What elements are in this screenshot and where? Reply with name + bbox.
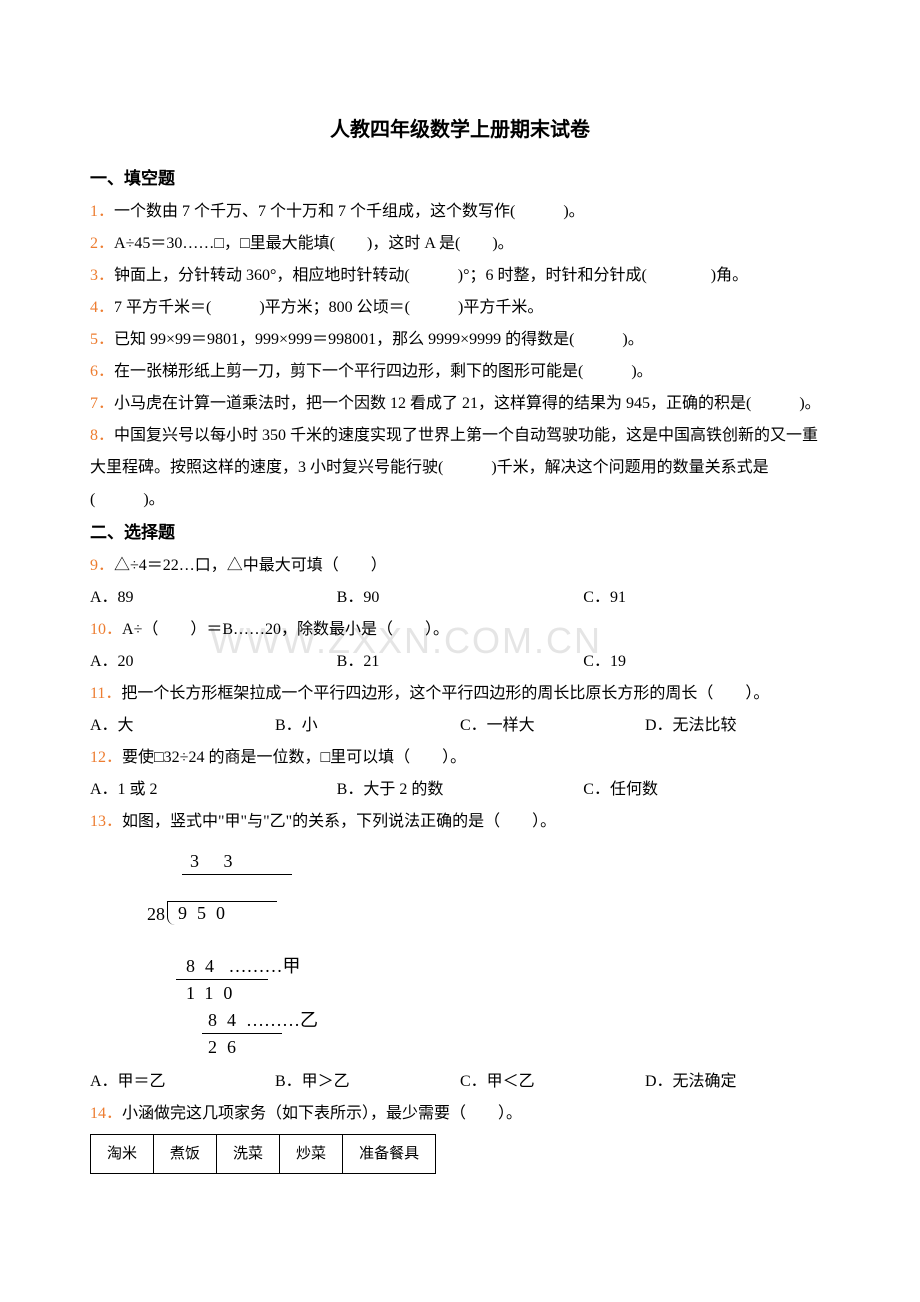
q14-text: 小涵做完这几项家务（如下表所示），最少需要（ ）。 [122,1105,522,1122]
q6-number: 6． [90,363,114,380]
q12-text: 要使□32÷24 的商是一位数，□里可以填（ ）。 [122,749,466,766]
q14-number: 14． [90,1105,122,1122]
question-11: 11．把一个长方形框架拉成一个平行四边形，这个平行四边形的周长比原长方形的周长（… [90,678,830,710]
div-divisor: 28 [147,904,165,924]
q9-text: △÷4＝22…口，△中最大可填（ ） [114,557,387,574]
div-dividend: 950 [178,900,235,926]
q10-option-a: A．20 [90,646,337,678]
q10-option-c: C．19 [583,646,830,678]
q7-text: 小马虎在计算一道乘法时，把一个因数 12 看成了 21，这样算得的结果为 945… [114,395,821,412]
q13-option-a: A．甲＝乙 [90,1066,275,1098]
table-row: 淘米 煮饭 洗菜 炒菜 准备餐具 [91,1134,436,1173]
q9-option-a: A．89 [90,582,337,614]
q12-options: A．1 或 2 B．大于 2 的数 C．任何数 [90,774,830,806]
div-mid: 110 [186,983,242,1003]
q11-text: 把一个长方形框架拉成一个平行四边形，这个平行四边形的周长比原长方形的周长（ ）。 [121,685,769,702]
div-bracket: 950 [167,901,277,925]
question-7: 7．小马虎在计算一道乘法时，把一个因数 12 看成了 21，这样算得的结果为 9… [90,388,830,420]
question-8: 8．中国复兴号以每小时 350 千米的速度实现了世界上第一个自动驾驶功能，这是中… [90,420,830,516]
q11-option-c: C．一样大 [460,710,645,742]
q1-number: 1． [90,203,114,220]
q13-options: A．甲＝乙 B．甲＞乙 C．甲＜乙 D．无法确定 [90,1066,830,1098]
q12-number: 12． [90,749,122,766]
q9-options: A．89 B．90 C．91 [90,582,830,614]
q7-number: 7． [90,395,114,412]
question-9: 9．△÷4＝22…口，△中最大可填（ ） [90,550,830,582]
q8-number: 8． [90,427,114,444]
div-dots2: ……… [246,1010,300,1030]
q8-text: 中国复兴号以每小时 350 千米的速度实现了世界上第一个自动驾驶功能，这是中国高… [90,427,818,508]
question-1: 1．一个数由 7 个千万、7 个十万和 7 个千组成，这个数写作( )。 [90,196,830,228]
question-3: 3．钟面上，分针转动 360°，相应地时针转动( )°；6 时整，时针和分针成(… [90,260,830,292]
q4-number: 4． [90,299,114,316]
q11-number: 11． [90,685,121,702]
q13-number: 13． [90,813,122,830]
q11-option-a: A．大 [90,710,275,742]
q10-options: A．20 B．21 C．19 [90,646,830,678]
q11-options: A．大 B．小 C．一样大 D．无法比较 [90,710,830,742]
q2-number: 2． [90,235,114,252]
div-sub1: 84 [186,956,224,976]
q13-option-b: B．甲＞乙 [275,1066,460,1098]
q3-text: 钟面上，分针转动 360°，相应地时针转动( )°；6 时整，时针和分针成( )… [114,267,748,284]
table-cell-1: 淘米 [91,1134,154,1173]
div-dots1: ……… [224,956,283,976]
q6-text: 在一张梯形纸上剪一刀，剪下一个平行四边形，剩下的图形可能是( )。 [114,363,653,380]
question-12: 12．要使□32÷24 的商是一位数，□里可以填（ ）。 [90,742,830,774]
div-sub2: 84 [208,1010,246,1030]
q11-option-b: B．小 [275,710,460,742]
q10-text: A÷（ ）＝B……20，除数最小是（ ）。 [122,621,449,638]
q1-text: 一个数由 7 个千万、7 个十万和 7 个千组成，这个数写作( )。 [114,203,585,220]
table-cell-2: 煮饭 [154,1134,217,1173]
q10-number: 10． [90,621,122,638]
question-4: 4．7 平方千米＝( )平方米；800 公顷＝( )平方千米。 [90,292,830,324]
document-title: 人教四年级数学上册期末试卷 [90,110,830,150]
q2-text: A÷45＝30……□，□里最大能填( )，这时 A 是( )。 [114,235,514,252]
document-content: 人教四年级数学上册期末试卷 一、填空题 1．一个数由 7 个千万、7 个十万和 … [90,110,830,1174]
question-2: 2．A÷45＝30……□，□里最大能填( )，这时 A 是( )。 [90,228,830,260]
q5-text: 已知 99×99＝9801，999×999＝998001，那么 9999×999… [114,331,644,348]
q9-option-c: C．91 [583,582,830,614]
q9-option-b: B．90 [337,582,584,614]
question-10: 10．A÷（ ）＝B……20，除数最小是（ ）。 [90,614,830,646]
q12-option-b: B．大于 2 的数 [337,774,584,806]
q4-text: 7 平方千米＝( )平方米；800 公顷＝( )平方千米。 [114,299,543,316]
table-cell-5: 准备餐具 [343,1134,436,1173]
q12-option-c: C．任何数 [583,774,830,806]
q13-option-c: C．甲＜乙 [460,1066,645,1098]
question-14: 14．小涵做完这几项家务（如下表所示），最少需要（ ）。 [90,1098,830,1130]
q10-option-b: B．21 [337,646,584,678]
q13-option-d: D．无法确定 [645,1066,830,1098]
table-cell-4: 炒菜 [280,1134,343,1173]
long-division-figure: 3 3 28950 84 ………甲 110 84………乙 26 [120,848,830,1060]
table-cell-3: 洗菜 [217,1134,280,1173]
section-2-header: 二、选择题 [90,516,830,550]
section-1-header: 一、填空题 [90,162,830,196]
div-label-jia: 甲 [283,956,301,976]
question-6: 6．在一张梯形纸上剪一刀，剪下一个平行四边形，剩下的图形可能是( )。 [90,356,830,388]
div-remainder: 26 [208,1037,246,1057]
q11-option-d: D．无法比较 [645,710,830,742]
div-label-yi: 乙 [300,1010,318,1030]
q5-number: 5． [90,331,114,348]
q13-text: 如图，竖式中"甲"与"乙"的关系，下列说法正确的是（ ）。 [122,813,556,830]
q9-number: 9． [90,557,114,574]
question-5: 5．已知 99×99＝9801，999×999＝998001，那么 9999×9… [90,324,830,356]
q3-number: 3． [90,267,114,284]
chores-table: 淘米 煮饭 洗菜 炒菜 准备餐具 [90,1134,436,1174]
div-quotient: 3 3 [182,848,292,875]
q12-option-a: A．1 或 2 [90,774,337,806]
question-13: 13．如图，竖式中"甲"与"乙"的关系，下列说法正确的是（ ）。 [90,806,830,838]
